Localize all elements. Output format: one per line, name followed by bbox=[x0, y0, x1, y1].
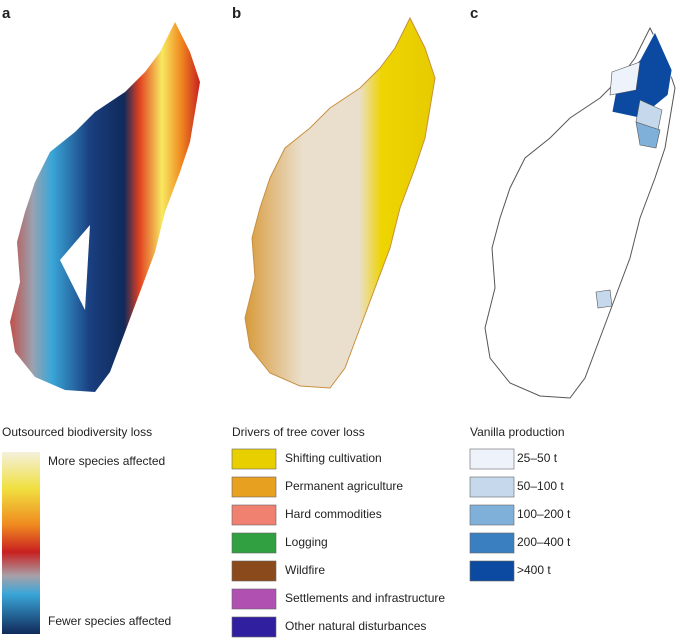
legend-label: Permanent agriculture bbox=[285, 479, 403, 493]
region bbox=[595, 289, 613, 309]
legend-swatch bbox=[469, 560, 515, 582]
region bbox=[609, 61, 641, 96]
map-biodiversity bbox=[10, 22, 200, 392]
legend-swatch bbox=[231, 560, 277, 582]
legend-label: Settlements and infrastructure bbox=[285, 591, 445, 605]
legend-label: Other natural disturbances bbox=[285, 619, 426, 633]
map-drivers bbox=[244, 17, 436, 389]
legend-title: Vanilla production bbox=[470, 425, 565, 439]
legend-swatch bbox=[231, 616, 277, 638]
legend-swatch bbox=[469, 476, 515, 498]
legend-swatch bbox=[231, 476, 277, 498]
legend-swatch bbox=[231, 504, 277, 526]
legend-title: Outsourced biodiversity loss bbox=[2, 425, 152, 439]
legend-label: Shifting cultivation bbox=[285, 451, 382, 465]
colorbar bbox=[2, 452, 40, 634]
scale-label: More species affected bbox=[48, 454, 165, 468]
legend-swatch bbox=[469, 532, 515, 554]
legend-title: Drivers of tree cover loss bbox=[232, 425, 365, 439]
panel-label: a bbox=[2, 5, 11, 22]
legend-swatch bbox=[231, 448, 277, 470]
panel-label: c bbox=[470, 5, 478, 22]
legend-swatch bbox=[231, 588, 277, 610]
hole bbox=[60, 225, 90, 310]
legend-label: >400 t bbox=[517, 563, 551, 577]
panel-label: b bbox=[232, 5, 241, 22]
legend-label: Hard commodities bbox=[285, 507, 382, 521]
legend-label: Wildfire bbox=[285, 563, 325, 577]
legend-label: 50–100 t bbox=[517, 479, 564, 493]
legend-swatch bbox=[469, 448, 515, 470]
region bbox=[635, 121, 661, 149]
legend-swatch bbox=[469, 504, 515, 526]
legend-label: Logging bbox=[285, 535, 328, 549]
maps bbox=[10, 17, 676, 399]
scale-label: Fewer species affected bbox=[48, 614, 171, 628]
legend-label: 200–400 t bbox=[517, 535, 571, 549]
legend-label: 25–50 t bbox=[517, 451, 558, 465]
legend-label: 100–200 t bbox=[517, 507, 571, 521]
legend-swatch bbox=[231, 532, 277, 554]
